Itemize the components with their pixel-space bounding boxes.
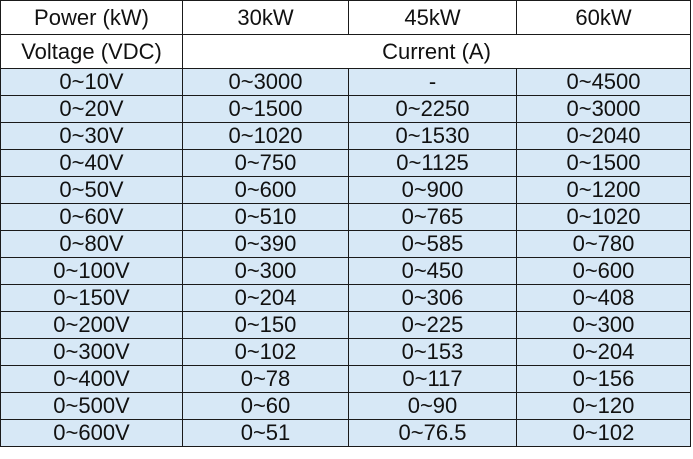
- current-30kw-cell: 0~204: [182, 284, 349, 312]
- voltage-cell: 0~40V: [0, 149, 183, 177]
- current-45kw-cell: 0~900: [348, 176, 517, 204]
- current-60kw-cell: 0~780: [516, 230, 691, 258]
- power-level-30kw: 30kW: [182, 0, 349, 35]
- current-45kw-cell: 0~153: [348, 338, 517, 366]
- current-60kw-cell: 0~408: [516, 284, 691, 312]
- current-30kw-cell: 0~1020: [182, 122, 349, 150]
- current-45kw-cell: -: [348, 68, 517, 96]
- table-row: 0~500V 0~60 0~90 0~120: [0, 392, 691, 420]
- current-45kw-cell: 0~585: [348, 230, 517, 258]
- current-60kw-cell: 0~1500: [516, 149, 691, 177]
- current-30kw-cell: 0~102: [182, 338, 349, 366]
- current-60kw-cell: 0~600: [516, 257, 691, 285]
- voltage-cell: 0~30V: [0, 122, 183, 150]
- voltage-cell: 0~150V: [0, 284, 183, 312]
- current-45kw-cell: 0~117: [348, 365, 517, 393]
- current-30kw-cell: 0~51: [182, 419, 349, 447]
- power-level-45kw: 45kW: [348, 0, 517, 35]
- voltage-label-cell: Voltage (VDC): [0, 34, 183, 69]
- current-45kw-cell: 0~76.5: [348, 419, 517, 447]
- voltage-cell: 0~80V: [0, 230, 183, 258]
- current-45kw-cell: 0~225: [348, 311, 517, 339]
- current-30kw-cell: 0~300: [182, 257, 349, 285]
- current-30kw-cell: 0~78: [182, 365, 349, 393]
- current-30kw-cell: 0~750: [182, 149, 349, 177]
- current-30kw-cell: 0~1500: [182, 95, 349, 123]
- power-spec-table: Power (kW) 30kW 45kW 60kW Voltage (VDC) …: [0, 0, 691, 447]
- table-row: 0~60V 0~510 0~765 0~1020: [0, 203, 691, 231]
- voltage-cell: 0~500V: [0, 392, 183, 420]
- voltage-cell: 0~600V: [0, 419, 183, 447]
- current-45kw-cell: 0~1125: [348, 149, 517, 177]
- voltage-cell: 0~300V: [0, 338, 183, 366]
- current-30kw-cell: 0~150: [182, 311, 349, 339]
- table-row: 0~40V 0~750 0~1125 0~1500: [0, 149, 691, 177]
- current-60kw-cell: 0~204: [516, 338, 691, 366]
- voltage-cell: 0~200V: [0, 311, 183, 339]
- table-row: 0~10V 0~3000-0~4500: [0, 68, 691, 96]
- current-45kw-cell: 0~2250: [348, 95, 517, 123]
- header-row-voltage-current: Voltage (VDC) Current (A): [0, 34, 691, 69]
- current-60kw-cell: 0~300: [516, 311, 691, 339]
- voltage-cell: 0~60V: [0, 203, 183, 231]
- table-row: 0~400V 0~78 0~117 0~156: [0, 365, 691, 393]
- current-label-cell: Current (A): [182, 34, 691, 69]
- current-60kw-cell: 0~1200: [516, 176, 691, 204]
- voltage-cell: 0~400V: [0, 365, 183, 393]
- current-60kw-cell: 0~3000: [516, 95, 691, 123]
- power-level-60kw: 60kW: [516, 0, 691, 35]
- table-row: 0~30V 0~1020 0~1530 0~2040: [0, 122, 691, 150]
- table-row: 0~150V 0~204 0~306 0~408: [0, 284, 691, 312]
- current-30kw-cell: 0~600: [182, 176, 349, 204]
- table-row: 0~100V 0~300 0~450 0~600: [0, 257, 691, 285]
- header-row-power: Power (kW) 30kW 45kW 60kW: [0, 0, 691, 35]
- power-label-cell: Power (kW): [0, 0, 183, 35]
- table-row: 0~200V 0~150 0~225 0~300: [0, 311, 691, 339]
- table-body: Power (kW) 30kW 45kW 60kW Voltage (VDC) …: [0, 0, 691, 447]
- current-60kw-cell: 0~156: [516, 365, 691, 393]
- voltage-cell: 0~50V: [0, 176, 183, 204]
- current-60kw-cell: 0~4500: [516, 68, 691, 96]
- current-60kw-cell: 0~2040: [516, 122, 691, 150]
- voltage-cell: 0~10V: [0, 68, 183, 96]
- current-45kw-cell: 0~90: [348, 392, 517, 420]
- table-row: 0~50V 0~600 0~900 0~1200: [0, 176, 691, 204]
- current-60kw-cell: 0~120: [516, 392, 691, 420]
- current-45kw-cell: 0~306: [348, 284, 517, 312]
- table-row: 0~300V 0~102 0~153 0~204: [0, 338, 691, 366]
- voltage-cell: 0~20V: [0, 95, 183, 123]
- table-row: 0~600V 0~51 0~76.5 0~102: [0, 419, 691, 447]
- voltage-cell: 0~100V: [0, 257, 183, 285]
- current-45kw-cell: 0~1530: [348, 122, 517, 150]
- table-row: 0~80V 0~390 0~585 0~780: [0, 230, 691, 258]
- table-row: 0~20V 0~1500 0~2250 0~3000: [0, 95, 691, 123]
- current-60kw-cell: 0~102: [516, 419, 691, 447]
- current-30kw-cell: 0~510: [182, 203, 349, 231]
- current-30kw-cell: 0~60: [182, 392, 349, 420]
- current-45kw-cell: 0~765: [348, 203, 517, 231]
- current-30kw-cell: 0~390: [182, 230, 349, 258]
- current-30kw-cell: 0~3000: [182, 68, 349, 96]
- current-60kw-cell: 0~1020: [516, 203, 691, 231]
- current-45kw-cell: 0~450: [348, 257, 517, 285]
